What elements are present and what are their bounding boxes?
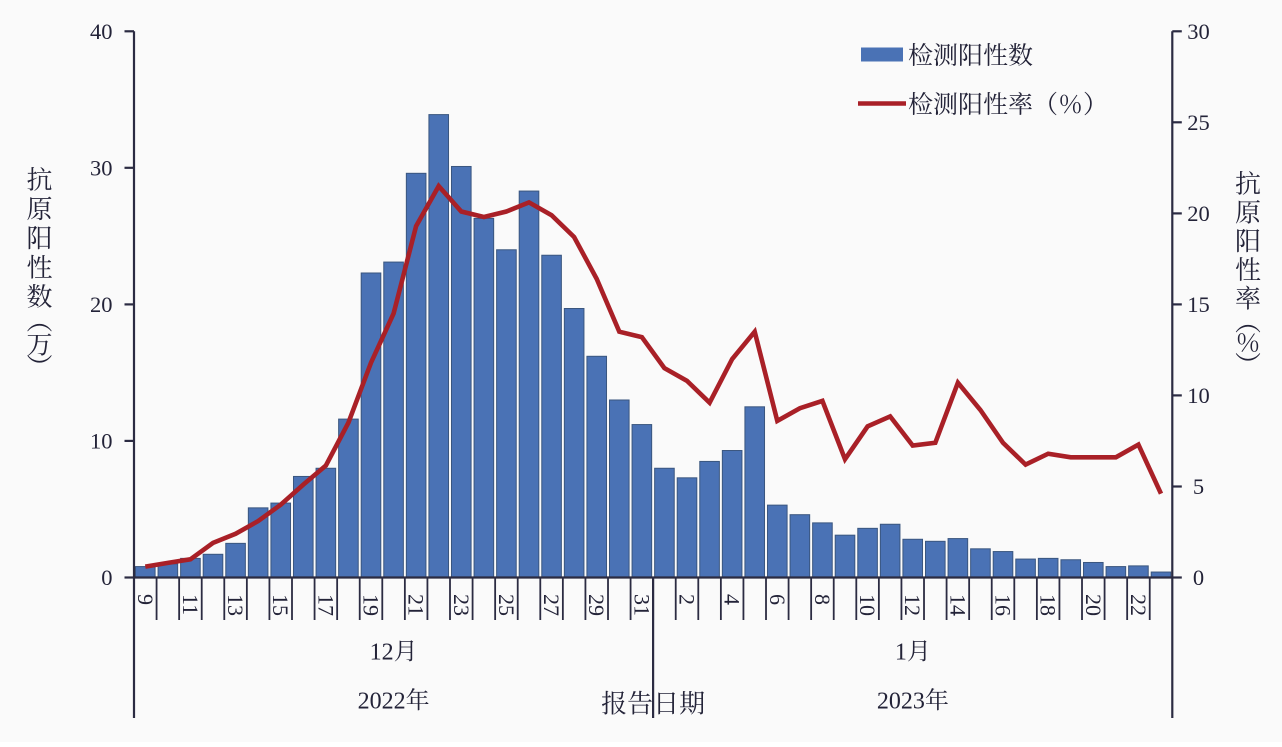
svg-text:12: 12 xyxy=(370,640,394,666)
svg-text:2022: 2022 xyxy=(358,689,406,715)
svg-text:30: 30 xyxy=(90,155,113,180)
svg-text:17: 17 xyxy=(313,594,338,616)
svg-text:0: 0 xyxy=(1193,565,1204,590)
svg-text:23: 23 xyxy=(449,594,474,616)
svg-text:15: 15 xyxy=(1187,292,1210,317)
svg-text:0: 0 xyxy=(101,565,112,590)
svg-text:21: 21 xyxy=(404,594,429,616)
svg-text:20: 20 xyxy=(1081,594,1106,616)
svg-text:2: 2 xyxy=(675,594,700,605)
svg-text:22: 22 xyxy=(1126,594,1151,616)
svg-text:27: 27 xyxy=(539,594,564,616)
svg-text:14: 14 xyxy=(945,594,970,616)
svg-text:5: 5 xyxy=(1193,474,1204,499)
svg-text:29: 29 xyxy=(584,594,609,616)
svg-text:10: 10 xyxy=(855,594,880,616)
svg-text:15: 15 xyxy=(268,594,293,616)
svg-text:2023: 2023 xyxy=(877,689,925,715)
svg-text:10: 10 xyxy=(1187,383,1210,408)
svg-text:13: 13 xyxy=(223,594,248,616)
svg-text:12: 12 xyxy=(900,594,925,616)
svg-text:9: 9 xyxy=(133,594,158,605)
svg-text:10: 10 xyxy=(90,429,113,454)
svg-text:6: 6 xyxy=(765,594,790,605)
svg-text:40: 40 xyxy=(90,19,113,44)
svg-text:4: 4 xyxy=(720,594,745,605)
svg-text:25: 25 xyxy=(494,594,519,616)
svg-text:8: 8 xyxy=(810,594,835,605)
svg-text:30: 30 xyxy=(1187,19,1210,44)
svg-text:20: 20 xyxy=(90,292,113,317)
svg-text:11: 11 xyxy=(178,594,203,615)
svg-text:20: 20 xyxy=(1187,201,1210,226)
svg-text:1: 1 xyxy=(895,640,907,666)
svg-text:31: 31 xyxy=(629,594,654,616)
svg-text:16: 16 xyxy=(991,594,1016,616)
svg-text:25: 25 xyxy=(1187,110,1210,135)
svg-text:19: 19 xyxy=(359,594,384,616)
svg-text:18: 18 xyxy=(1036,594,1061,616)
